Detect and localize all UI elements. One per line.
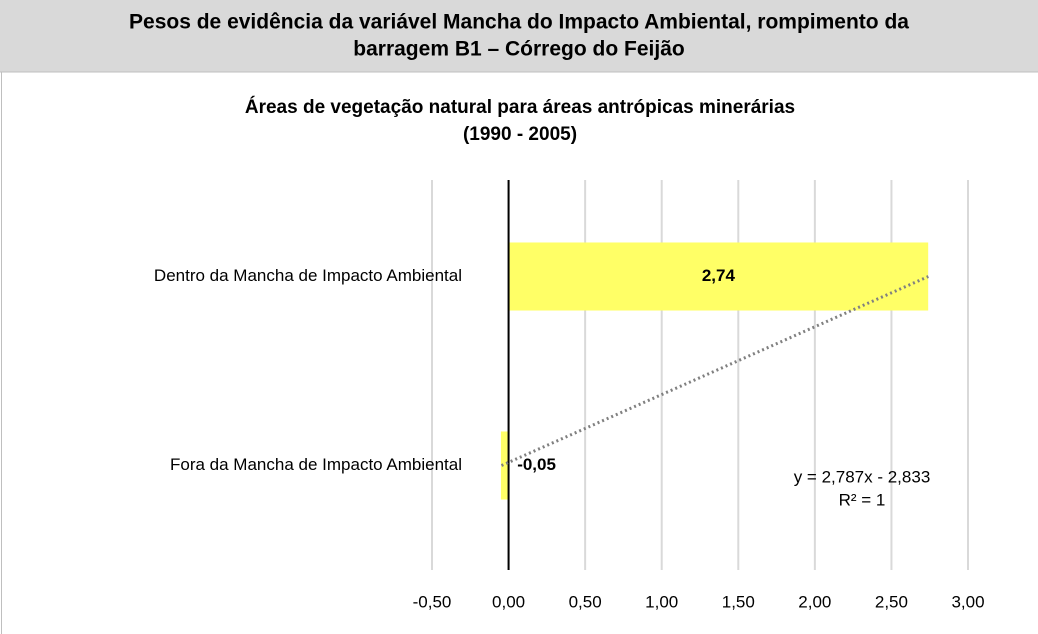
header-title: Pesos de evidência da variável Mancha do…: [129, 11, 909, 34]
chart-title: Áreas de vegetação natural para áreas an…: [245, 96, 795, 118]
x-tick-label: 2,50: [875, 592, 908, 611]
header-title: barragem B1 – Córrego do Feijão: [353, 38, 684, 61]
x-tick-label: 2,00: [798, 592, 831, 611]
x-tick-label: 3,00: [951, 592, 984, 611]
x-tick-label: -0,50: [413, 592, 452, 611]
x-tick-label: 1,00: [645, 592, 678, 611]
bar: [500, 431, 509, 500]
x-tick-label: 0,50: [569, 592, 602, 611]
y-tick-label: Fora da Mancha de Impacto Ambiental: [170, 455, 462, 474]
data-label: -0,05: [517, 455, 556, 474]
header-bg: [0, 0, 1038, 72]
x-tick-label: 0,00: [492, 592, 525, 611]
data-label: 2,74: [702, 266, 736, 285]
chart-title: (1990 - 2005): [463, 124, 577, 145]
trendline-r2: R² = 1: [839, 490, 886, 509]
y-tick-label: Dentro da Mancha de Impacto Ambiental: [154, 266, 462, 285]
bar: [508, 242, 929, 311]
x-tick-label: 1,50: [722, 592, 755, 611]
trendline-equation: y = 2,787x - 2,833: [794, 467, 931, 486]
